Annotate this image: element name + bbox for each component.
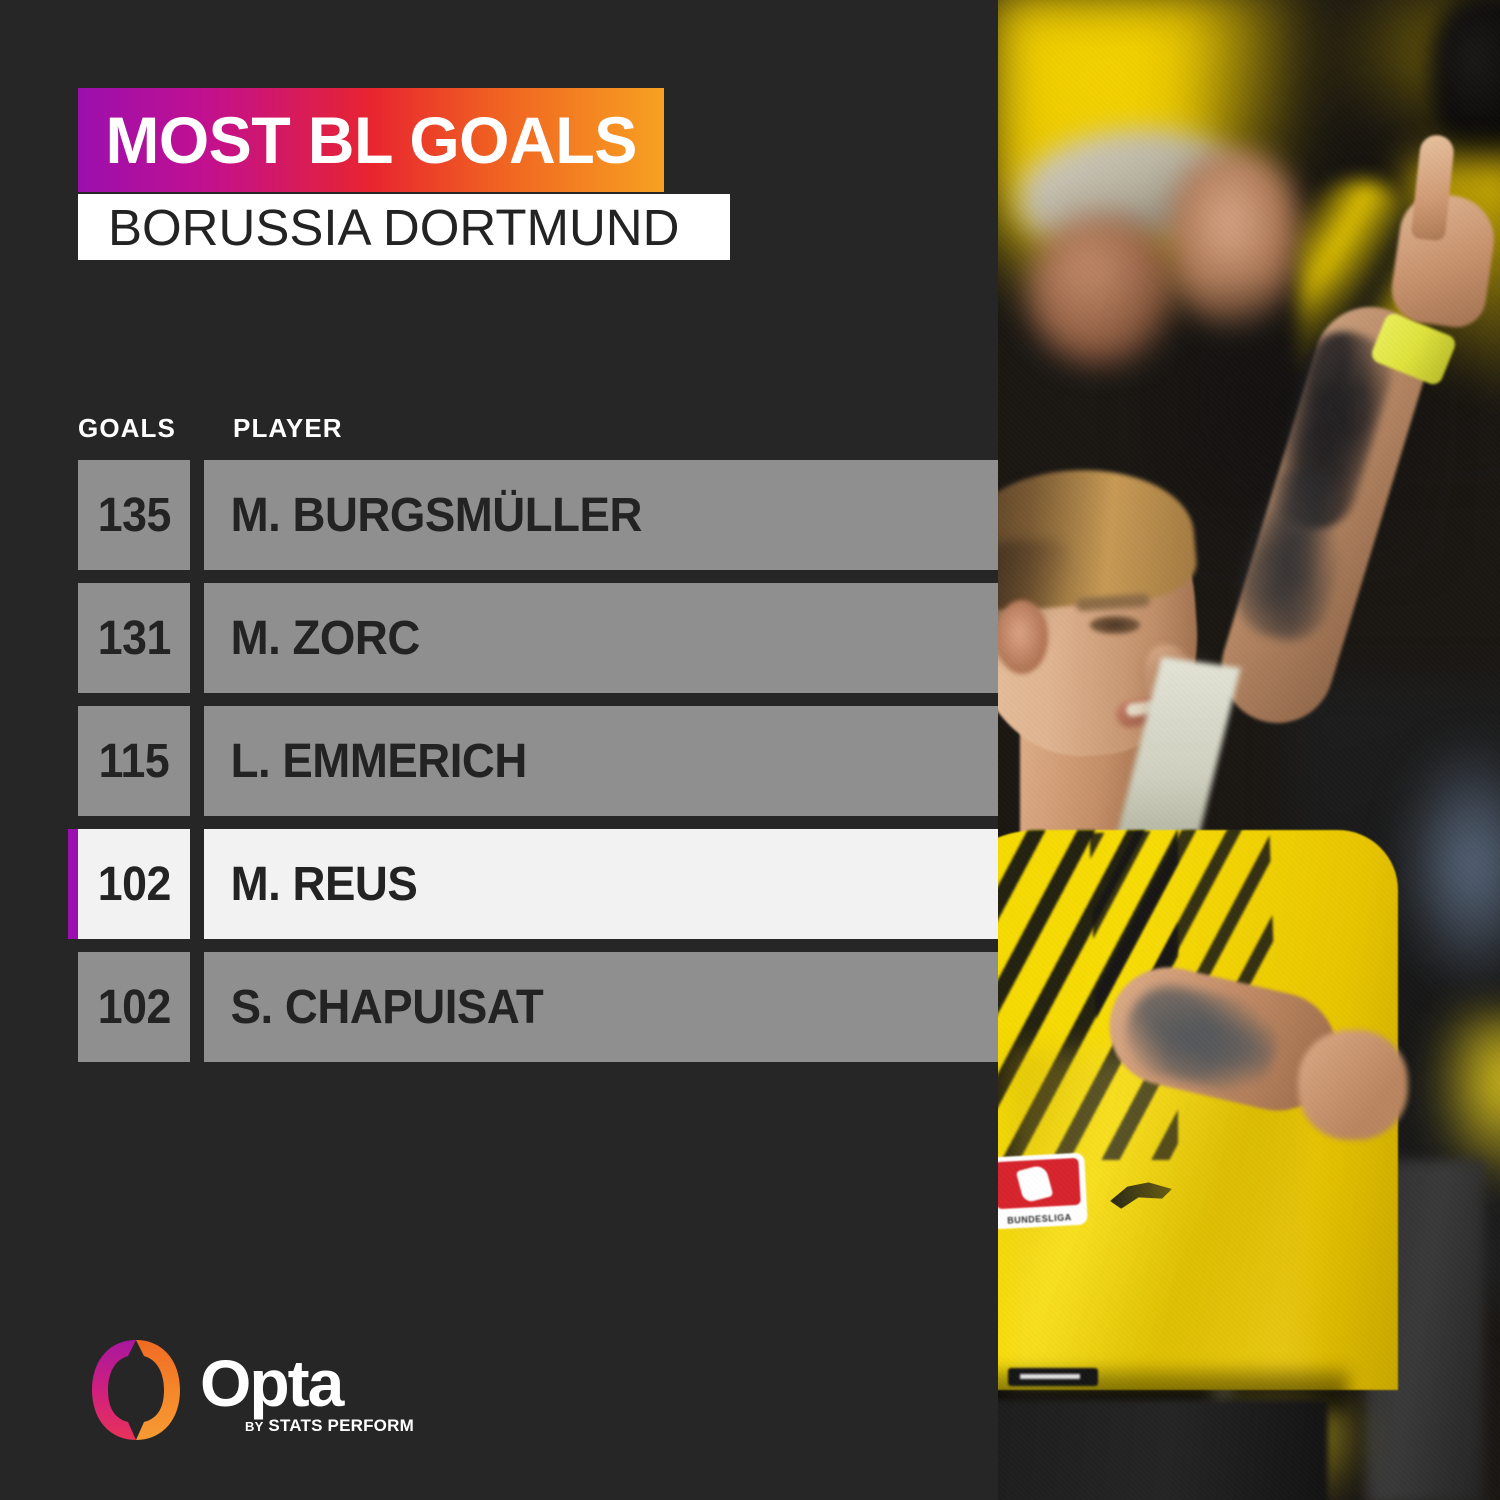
- goals-cell: 115: [78, 706, 190, 816]
- goals-cell: 102: [78, 952, 190, 1062]
- goals-cell: 131: [78, 583, 190, 693]
- player-name: S. CHAPUISAT: [230, 980, 544, 1034]
- row-accent-bar: [68, 829, 78, 939]
- goals-value: 135: [97, 488, 171, 542]
- player-cell: S. CHAPUISAT: [204, 952, 998, 1062]
- table-row[interactable]: 102 S. CHAPUISAT: [0, 952, 998, 1062]
- column-header-goals: GOALS: [78, 413, 176, 443]
- title-banner: MOST BL GOALS: [78, 88, 664, 192]
- goals-value: 102: [97, 857, 171, 911]
- table-row[interactable]: 115 L. EMMERICH: [0, 706, 998, 816]
- player-shorts: [998, 1400, 1328, 1500]
- goals-cell: 102: [78, 829, 190, 939]
- player-cell: M. REUS: [204, 829, 998, 939]
- player-name: M. BURGSMÜLLER: [230, 488, 643, 542]
- puma-hem-tab-line: [1020, 1374, 1080, 1379]
- goals-value: 102: [97, 980, 171, 1034]
- opta-byline-by: BY: [245, 1419, 264, 1434]
- background-blur-blue: [1398, 740, 1500, 990]
- opta-logo: Opta BY STATS PERFORM: [88, 1336, 428, 1446]
- page-title: MOST BL GOALS: [105, 103, 637, 177]
- player-cell: M. ZORC: [204, 583, 998, 693]
- crowd-spectator-sunglasses: [1430, 0, 1500, 155]
- photo-grain-overlay: [998, 0, 1500, 1500]
- player-eye: [1090, 616, 1140, 634]
- player-name: M. ZORC: [230, 611, 421, 665]
- player-cell: M. BURGSMÜLLER: [204, 460, 998, 570]
- table-row-highlighted[interactable]: 102 M. REUS: [0, 829, 998, 939]
- goals-cell: 135: [78, 460, 190, 570]
- page-subtitle: BORUSSIA DORTMUND: [108, 198, 680, 256]
- column-header-player: PLAYER: [233, 413, 343, 443]
- goals-value: 115: [98, 734, 170, 788]
- subtitle-banner: BORUSSIA DORTMUND: [78, 194, 730, 260]
- opta-wordmark: Opta: [200, 1346, 344, 1420]
- player-photo: BUNDESLIGA: [998, 0, 1500, 1500]
- player-name: M. REUS: [230, 857, 418, 911]
- opta-byline: BY STATS PERFORM: [245, 1416, 414, 1436]
- table-column-headers: GOALS PLAYER: [0, 413, 998, 447]
- player-cell: L. EMMERICH: [204, 706, 998, 816]
- table-row[interactable]: 131 M. ZORC: [0, 583, 998, 693]
- player-name: L. EMMERICH: [230, 734, 528, 788]
- opta-byline-brand: STATS PERFORM: [268, 1416, 414, 1435]
- player-ear: [998, 600, 1048, 674]
- goals-value: 131: [97, 611, 171, 665]
- goals-table: 135 M. BURGSMÜLLER 131 M. ZORC 115 L. EM…: [0, 460, 998, 1075]
- player-lower-hand: [1298, 1030, 1408, 1140]
- opta-mark-icon: [92, 1340, 180, 1440]
- table-row[interactable]: 135 M. BURGSMÜLLER: [0, 460, 998, 570]
